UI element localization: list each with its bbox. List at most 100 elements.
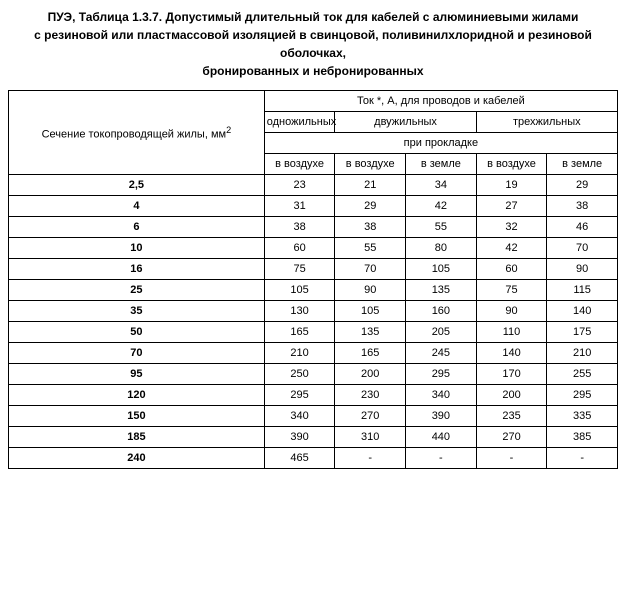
- section-cell: 2,5: [9, 175, 265, 196]
- value-cell: 75: [476, 280, 547, 301]
- value-cell: 90: [335, 280, 406, 301]
- value-cell: 42: [406, 196, 477, 217]
- value-cell: 29: [547, 175, 618, 196]
- header-triple: трехжильных: [476, 112, 617, 133]
- section-cell: 70: [9, 343, 265, 364]
- value-cell: 255: [547, 364, 618, 385]
- value-cell: 385: [547, 427, 618, 448]
- value-cell: 42: [476, 238, 547, 259]
- value-cell: 170: [476, 364, 547, 385]
- value-cell: 34: [406, 175, 477, 196]
- value-cell: 135: [335, 322, 406, 343]
- value-cell: 310: [335, 427, 406, 448]
- value-cell: 55: [406, 217, 477, 238]
- value-cell: 295: [547, 385, 618, 406]
- table-row: 43129422738: [9, 196, 618, 217]
- table-row: 50165135205110175: [9, 322, 618, 343]
- value-cell: 23: [264, 175, 335, 196]
- value-cell: 70: [547, 238, 618, 259]
- value-cell: 205: [406, 322, 477, 343]
- value-cell: 38: [335, 217, 406, 238]
- value-cell: 105: [264, 280, 335, 301]
- value-cell: 38: [547, 196, 618, 217]
- value-cell: 200: [335, 364, 406, 385]
- table-row: 185390310440270385: [9, 427, 618, 448]
- header-ground-1: в земле: [406, 154, 477, 175]
- value-cell: 140: [547, 301, 618, 322]
- header-double: двужильных: [335, 112, 476, 133]
- value-cell: 250: [264, 364, 335, 385]
- table-row: 1675701056090: [9, 259, 618, 280]
- section-cell: 4: [9, 196, 265, 217]
- title-line-3: бронированных и небронированных: [202, 64, 423, 78]
- value-cell: 230: [335, 385, 406, 406]
- value-cell: 295: [406, 364, 477, 385]
- title-line-1: ПУЭ, Таблица 1.3.7. Допустимый длительны…: [48, 10, 579, 24]
- value-cell: 60: [476, 259, 547, 280]
- value-cell: 210: [264, 343, 335, 364]
- header-air-3: в воздухе: [476, 154, 547, 175]
- section-cell: 150: [9, 406, 265, 427]
- value-cell: 295: [264, 385, 335, 406]
- value-cell: 245: [406, 343, 477, 364]
- header-air-1: в воздухе: [264, 154, 335, 175]
- table-row: 3513010516090140: [9, 301, 618, 322]
- value-cell: 55: [335, 238, 406, 259]
- value-cell: 31: [264, 196, 335, 217]
- value-cell: -: [476, 448, 547, 469]
- section-cell: 240: [9, 448, 265, 469]
- value-cell: 90: [547, 259, 618, 280]
- value-cell: 440: [406, 427, 477, 448]
- value-cell: 235: [476, 406, 547, 427]
- section-cell: 95: [9, 364, 265, 385]
- header-current: Ток *, А, для проводов и кабелей: [264, 91, 617, 112]
- value-cell: 70: [335, 259, 406, 280]
- value-cell: 200: [476, 385, 547, 406]
- value-cell: 270: [335, 406, 406, 427]
- value-cell: 29: [335, 196, 406, 217]
- section-cell: 35: [9, 301, 265, 322]
- value-cell: 60: [264, 238, 335, 259]
- title-line-2: с резиновой или пластмассовой изоляцией …: [34, 28, 592, 60]
- value-cell: 27: [476, 196, 547, 217]
- value-cell: 80: [406, 238, 477, 259]
- value-cell: 340: [406, 385, 477, 406]
- value-cell: 135: [406, 280, 477, 301]
- value-cell: 270: [476, 427, 547, 448]
- value-cell: 90: [476, 301, 547, 322]
- value-cell: 140: [476, 343, 547, 364]
- header-single: одножильных: [264, 112, 335, 133]
- value-cell: 165: [264, 322, 335, 343]
- value-cell: -: [335, 448, 406, 469]
- value-cell: 210: [547, 343, 618, 364]
- table-row: 150340270390235335: [9, 406, 618, 427]
- table-row: 2,52321341929: [9, 175, 618, 196]
- value-cell: 21: [335, 175, 406, 196]
- value-cell: 32: [476, 217, 547, 238]
- table-row: 70210165245140210: [9, 343, 618, 364]
- value-cell: -: [406, 448, 477, 469]
- value-cell: 340: [264, 406, 335, 427]
- section-cell: 6: [9, 217, 265, 238]
- value-cell: 335: [547, 406, 618, 427]
- value-cell: 105: [335, 301, 406, 322]
- value-cell: 110: [476, 322, 547, 343]
- table-row: 63838553246: [9, 217, 618, 238]
- header-air-2: в воздухе: [335, 154, 406, 175]
- value-cell: 115: [547, 280, 618, 301]
- table-row: 120295230340200295: [9, 385, 618, 406]
- header-section: Сечение токопроводящей жилы, мм2: [9, 91, 265, 175]
- value-cell: 390: [264, 427, 335, 448]
- value-cell: 465: [264, 448, 335, 469]
- section-cell: 120: [9, 385, 265, 406]
- section-cell: 50: [9, 322, 265, 343]
- value-cell: 390: [406, 406, 477, 427]
- value-cell: 38: [264, 217, 335, 238]
- table-row: 240465----: [9, 448, 618, 469]
- section-cell: 10: [9, 238, 265, 259]
- current-table: Сечение токопроводящей жилы, мм2 Ток *, …: [8, 90, 618, 469]
- value-cell: 46: [547, 217, 618, 238]
- value-cell: 160: [406, 301, 477, 322]
- table-row: 106055804270: [9, 238, 618, 259]
- header-layout: при прокладке: [264, 133, 617, 154]
